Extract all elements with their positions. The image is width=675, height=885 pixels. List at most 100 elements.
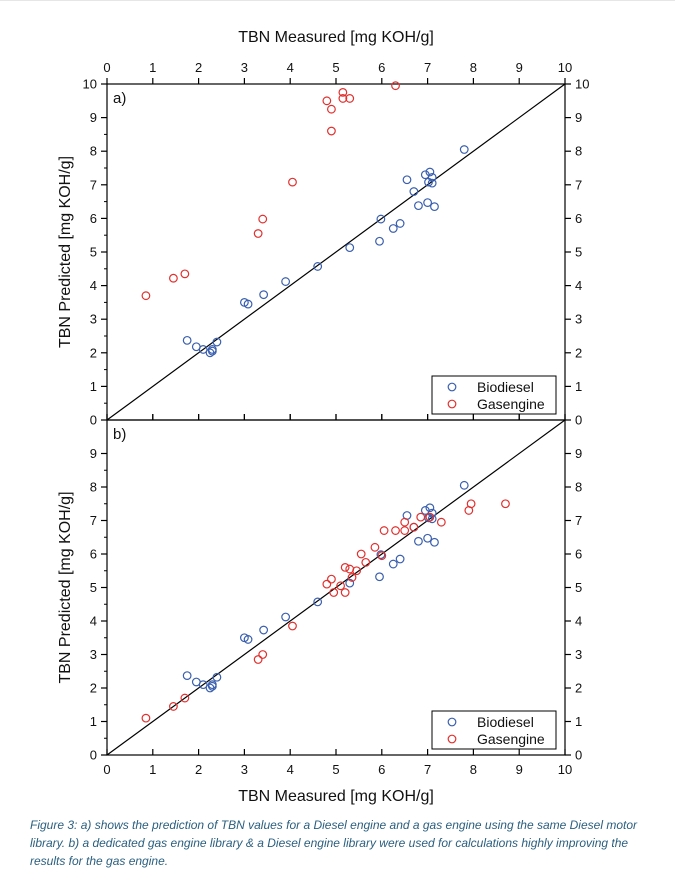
panel-a-biodiesel-point (430, 202, 439, 212)
panel-a-y-tick-label: 0 (90, 413, 97, 428)
panel-b-biodiesel-point (313, 597, 323, 607)
panel-a-y-tick-label: 7 (90, 177, 97, 192)
panel-a-biodiesel-point (459, 145, 469, 154)
panel-b-y-tick-label: 0 (90, 748, 97, 763)
panel-a-biodiesel-point (388, 224, 398, 233)
panel-a-x-tick-label: 6 (378, 60, 385, 75)
panel-a-biodiesel-point (395, 219, 405, 228)
panel-b-y-tick-label: 5 (90, 580, 97, 595)
panel-b-biodiesel-point (259, 625, 269, 635)
panel-a-y-axis-title: TBN Predicted [mg KOH/g] (57, 156, 74, 348)
panel-b-gasengine-point (288, 621, 297, 631)
panel-a-gasengine-point (327, 104, 336, 114)
panel-b-y-axis-title: TBN Predicted [mg KOH/g] (57, 491, 74, 683)
panel-b-gasengine-point (336, 581, 345, 591)
panel-a-y-tick-label: 6 (90, 211, 97, 226)
panel-a-gasengine-point (345, 94, 355, 103)
panel-b-biodiesel-point (430, 537, 439, 547)
panel-a-x-tick-label: 2 (195, 60, 202, 75)
panel-b-x-tick-label: 8 (470, 762, 477, 777)
panel-b-x-tick-label: 3 (241, 762, 248, 777)
panel-b-gasengine-point (329, 588, 339, 597)
panel-a-right-y-tick-label: 0 (575, 413, 582, 428)
panel-a-gasengine-point (391, 81, 400, 91)
panel-b-gasengine-point (180, 693, 190, 703)
panel-b-x-tick-label: 7 (424, 762, 431, 777)
panel-b-x-tick-label: 5 (332, 762, 339, 777)
panel-b-label: b) (113, 426, 126, 443)
panel-b-right-y-tick-label: 5 (575, 580, 582, 595)
panel-b-gasengine-point (416, 512, 426, 522)
panel-b-gasengine-point (169, 702, 178, 711)
panel-a-right-y-tick-label: 5 (575, 245, 582, 260)
panel-b-gasengine-point (327, 574, 336, 584)
panel-b-biodiesel-point (427, 514, 437, 524)
panel-b-y-tick-label: 7 (90, 513, 97, 528)
panel-a-gasengine-point (338, 94, 348, 103)
panel-b-gasengine-point (361, 557, 371, 567)
panel-a-right-y-tick-label: 1 (575, 379, 582, 394)
panel-a-legend-marker-biodiesel (447, 382, 457, 392)
panel-a-legend-label-biodiesel: Biodiesel (477, 379, 534, 395)
panel-a-biodiesel-point (198, 345, 208, 354)
panel-a-right-y-tick-label: 7 (575, 177, 582, 192)
panel-b-gasengine-point (409, 522, 419, 532)
panel-a-x-tick-label: 3 (241, 60, 248, 75)
panel-b-biodiesel-point (198, 680, 208, 690)
panel-b-gasengine-point (352, 566, 362, 576)
panel-a-biodiesel-point (243, 299, 253, 309)
panel-b-gasengine-point (379, 526, 389, 535)
panel-b-x-tick-label: 1 (149, 762, 156, 777)
panel-b-gasengine-point (501, 499, 510, 509)
panel-a-right-y-tick-label: 2 (575, 345, 582, 360)
panel-b-gasengine-point (377, 551, 387, 561)
panel-a-x-tick-label: 8 (470, 60, 477, 75)
panel-b-biodiesel-point (281, 612, 291, 622)
panel-b-right-y-tick-label: 8 (575, 480, 582, 495)
panel-b-legend-label-gasengine: Gasengine (477, 731, 545, 747)
panel-b-gasengine-point (436, 517, 446, 527)
panel-b-right-y-tick-label: 3 (575, 647, 582, 662)
panel-b-gasengine-point (340, 563, 350, 572)
panel-b-right-y-tick-label: 1 (575, 714, 582, 729)
panel-a-right-y-tick-label: 6 (575, 211, 582, 226)
panel-a-right-y-tick-label: 4 (575, 278, 582, 293)
panel-b-y-tick-label: 9 (90, 446, 97, 461)
panel-a-biodiesel-point (182, 335, 192, 345)
panel-a-biodiesel-point (376, 214, 386, 224)
panel-b-gasengine-point (425, 512, 435, 522)
panel-b-biodiesel-point (388, 559, 398, 569)
panel-a-right-y-tick-label: 10 (575, 77, 589, 92)
panel-b-right-y-tick-label: 4 (575, 614, 582, 629)
panel-a-gasengine-point (141, 291, 151, 301)
panel-b-gasengine-point (400, 517, 410, 527)
panel-a-y-tick-label: 1 (90, 379, 97, 394)
panel-a-x-tick-label: 4 (287, 60, 294, 75)
panel-a-biodiesel-point (427, 178, 437, 188)
panel-a-reference-line (106, 83, 566, 421)
panel-b-right-y-tick-label: 0 (575, 748, 582, 763)
panel-b-y-tick-label: 8 (90, 480, 97, 495)
panel-a-gasengine-point (288, 177, 297, 187)
panel-b-gasengine-point (391, 526, 400, 535)
panel-a-right-y-tick-label: 9 (575, 110, 582, 125)
panel-a-biodiesel-point (424, 177, 433, 187)
panel-a-gasengine-point (169, 273, 178, 283)
panel-b-x-tick-label: 6 (378, 762, 385, 777)
panel-b-y-tick-label: 1 (90, 714, 97, 729)
panel-b-biodiesel-point (345, 578, 355, 588)
panel-a-biodiesel-point (414, 201, 423, 211)
panel-b-right-y-tick-label: 2 (575, 681, 582, 696)
panel-b-biodiesel-point (243, 635, 253, 644)
panel-a-x-tick-label: 1 (149, 60, 156, 75)
panel-b-legend-marker-gasengine (447, 734, 457, 744)
panel-b-biodiesel-point (376, 550, 386, 560)
panel-a-right-y-tick-label: 8 (575, 144, 582, 159)
panel-a-x-tick-label: 9 (516, 60, 523, 75)
panel-b-gasengine-point (258, 650, 268, 659)
panel-b-y-tick-label: 2 (90, 681, 97, 696)
panel-b-gasengine-point (356, 549, 366, 559)
panel-a-x-tick-label: 7 (424, 60, 431, 75)
panel-b-gasengine-point (370, 542, 380, 552)
